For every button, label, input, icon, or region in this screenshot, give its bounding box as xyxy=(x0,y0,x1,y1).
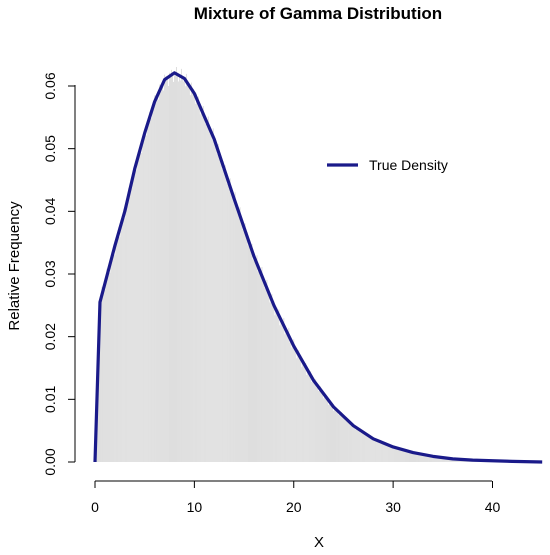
x-tick-label: 30 xyxy=(385,499,401,515)
y-tick-label: 0.00 xyxy=(42,448,58,475)
y-tick-label: 0.05 xyxy=(42,135,58,162)
x-tick-label: 0 xyxy=(91,499,99,515)
x-axis-title: X xyxy=(314,534,324,551)
legend: True Density xyxy=(327,157,448,173)
legend-label: True Density xyxy=(369,157,448,173)
y-tick-label: 0.04 xyxy=(42,197,58,224)
y-tick-label: 0.06 xyxy=(42,72,58,99)
density-line xyxy=(93,71,543,464)
y-tick-label: 0.02 xyxy=(42,323,58,350)
x-tick-label: 40 xyxy=(485,499,501,515)
histogram-bars xyxy=(95,66,542,462)
y-axis-ticks: 0.00 0.01 0.02 0.03 0.04 0.05 0.06 xyxy=(42,72,75,476)
y-tick-label: 0.01 xyxy=(42,385,58,412)
x-axis-ticks: 0 10 20 30 40 xyxy=(91,481,500,515)
y-tick-label: 0.03 xyxy=(42,260,58,287)
y-axis-title: Relative Frequency xyxy=(6,201,23,331)
x-tick-label: 20 xyxy=(286,499,302,515)
chart-title: Mixture of Gamma Distribution xyxy=(194,4,442,23)
x-tick-label: 10 xyxy=(187,499,203,515)
